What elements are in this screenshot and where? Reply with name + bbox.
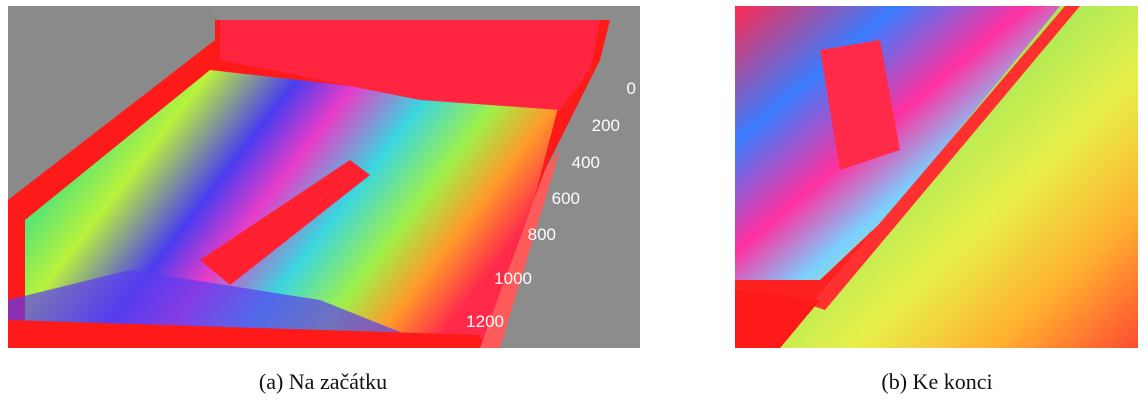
caption: (a) Na začátku xyxy=(259,369,387,394)
axis-label: 200 xyxy=(592,116,620,135)
panel-a-image xyxy=(8,6,640,348)
axis-label: 0 xyxy=(627,79,636,98)
axis-label: 600 xyxy=(552,189,580,208)
axis-label: 400 xyxy=(572,153,600,172)
page: (a) Na začátku (b) Ke konci 0 200 400 600 80… xyxy=(0,0,1148,401)
axis-label: 800 xyxy=(528,225,556,244)
axis-label: 1000 xyxy=(494,269,532,288)
panel-b-image xyxy=(735,6,1138,348)
figure: (a) Na začátku (b) Ke konci 0 200 400 600 80… xyxy=(0,0,1148,401)
axis-label: 1200 xyxy=(466,312,504,331)
caption: (b) Ke konci xyxy=(881,369,992,394)
